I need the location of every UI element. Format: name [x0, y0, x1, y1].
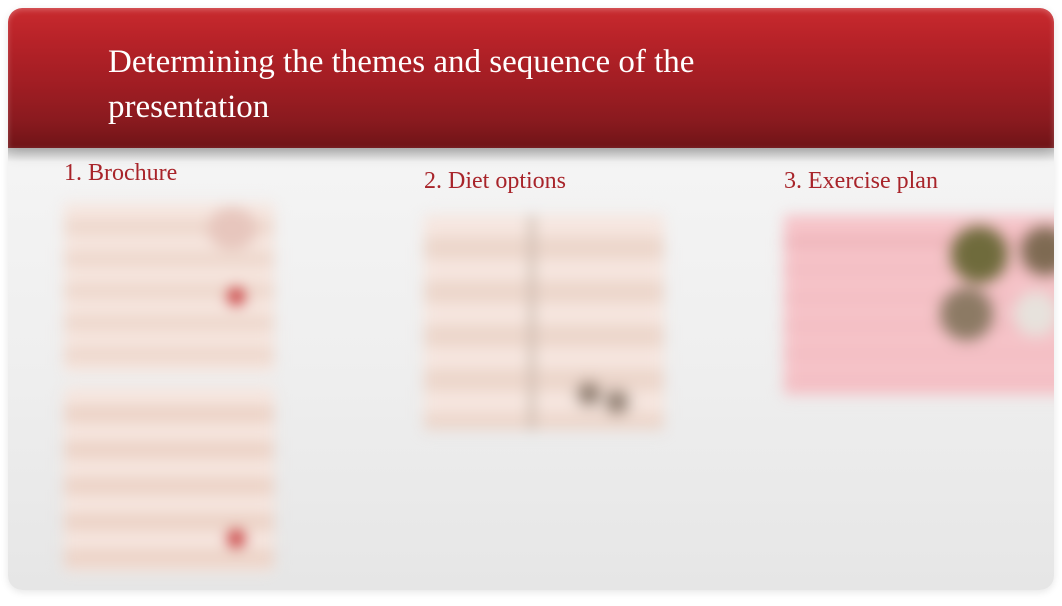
heading-diet: 2. Diet options: [424, 168, 724, 195]
heading-exercise: 3. Exercise plan: [784, 168, 1054, 195]
heading-brochure: 1. Brochure: [64, 160, 364, 187]
thumb-stack-exercise: [784, 211, 1054, 395]
brochure-thumbnail-1: [64, 203, 274, 373]
diet-thumbnail: [424, 215, 664, 430]
column-diet: 2. Diet options: [424, 160, 724, 572]
column-exercise: 3. Exercise plan: [784, 160, 1054, 572]
brochure-thumbnail-2: [64, 387, 274, 572]
slide-title: Determining the themes and sequence of t…: [108, 40, 788, 129]
thumb-stack-brochure: [64, 203, 364, 572]
column-brochure: 1. Brochure: [64, 160, 364, 572]
slide: Determining the themes and sequence of t…: [8, 8, 1054, 590]
content-area: 1. Brochure 2. Diet options 3. Exercise …: [8, 148, 1054, 590]
exercise-thumbnail: [784, 215, 1054, 395]
title-bar: Determining the themes and sequence of t…: [8, 8, 1054, 148]
thumb-stack-diet: [424, 211, 724, 430]
